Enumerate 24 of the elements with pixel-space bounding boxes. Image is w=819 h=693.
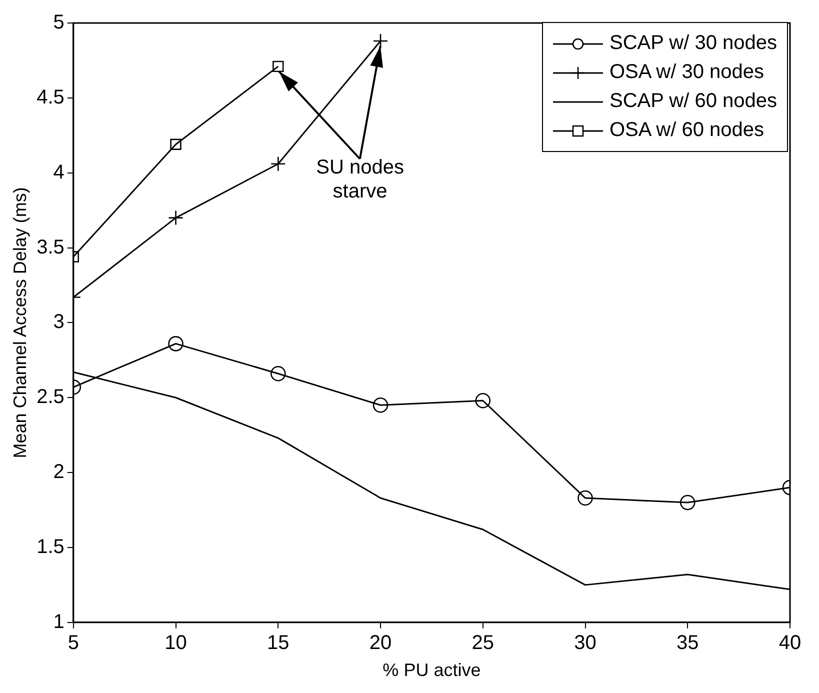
legend-label: SCAP w/ 60 nodes bbox=[609, 90, 777, 113]
y-tick-label: 1 bbox=[53, 610, 64, 633]
x-tick-label: 15 bbox=[267, 632, 290, 654]
x-tick-label: 30 bbox=[574, 632, 596, 654]
y-tick-label: 4.5 bbox=[36, 86, 64, 108]
legend-label: OSA w/ 60 nodes bbox=[609, 119, 764, 142]
x-tick-label: 10 bbox=[164, 632, 187, 654]
y-tick-label: 2 bbox=[53, 461, 64, 484]
legend-label: OSA w/ 30 nodes bbox=[609, 61, 764, 84]
annotation: SU nodes starve bbox=[316, 156, 404, 202]
y-tick-label: 1.5 bbox=[36, 536, 64, 558]
y-tick-label: 4 bbox=[53, 161, 64, 184]
y-tick-label: 2.5 bbox=[36, 386, 64, 408]
x-tick-label: 40 bbox=[778, 632, 802, 654]
x-tick-label: 25 bbox=[472, 632, 494, 654]
y-axis-title: Mean Channel Access Delay (ms) bbox=[10, 187, 30, 458]
y-tick-label: 3.5 bbox=[36, 236, 64, 258]
y-tick-label: 5 bbox=[53, 12, 64, 34]
legend-label: SCAP w/ 30 nodes bbox=[609, 32, 777, 55]
x-tick-label: 5 bbox=[68, 632, 79, 654]
x-tick-label: 20 bbox=[369, 632, 392, 654]
y-tick-label: 3 bbox=[53, 311, 64, 334]
x-tick-label: 35 bbox=[676, 632, 699, 654]
x-axis-title: % PU active bbox=[382, 660, 481, 680]
